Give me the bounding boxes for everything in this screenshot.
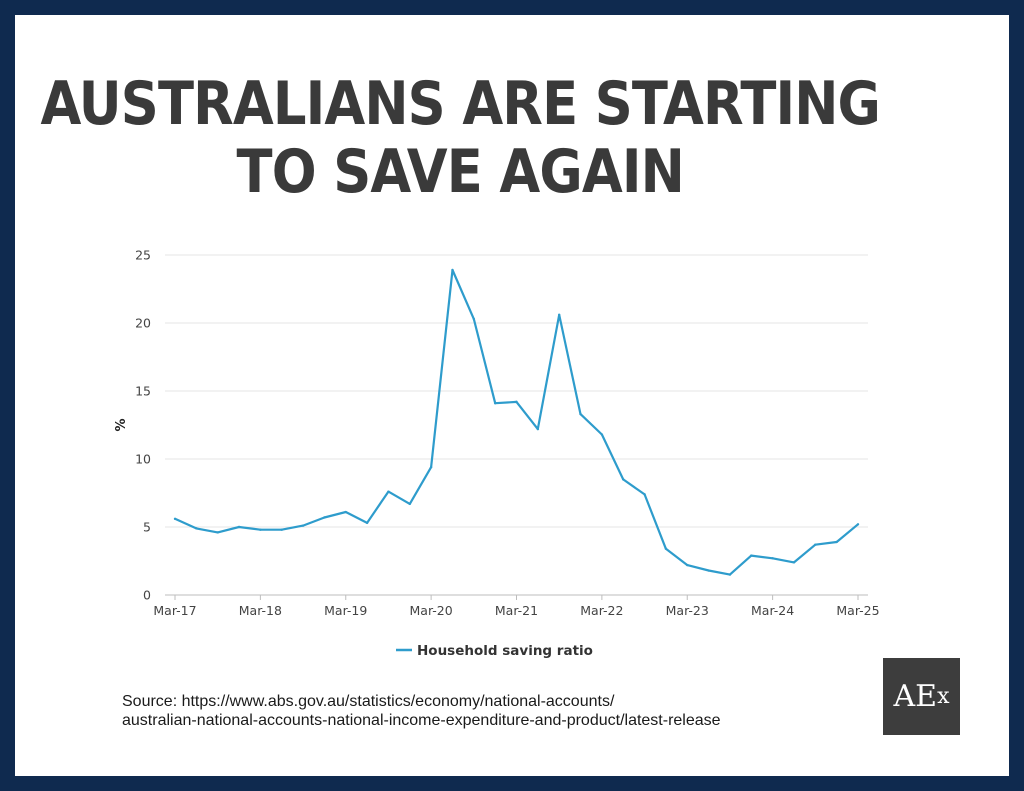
data-point (493, 402, 497, 405)
legend-label: Household saving ratio (417, 643, 593, 659)
data-point (429, 465, 433, 469)
data-point (792, 561, 796, 564)
data-point (856, 523, 860, 526)
data-point (280, 528, 283, 531)
legend: Household saving ratio (396, 643, 593, 659)
data-point (643, 493, 646, 496)
y-tick-label: 0 (143, 588, 151, 603)
y-tick-label: 5 (143, 520, 151, 535)
x-tick-label: Mar-21 (495, 603, 538, 618)
x-tick-label: Mar-18 (239, 603, 282, 618)
y-tick-label: 15 (135, 384, 151, 399)
data-point (750, 554, 753, 557)
data-point (579, 412, 582, 416)
data-point (536, 427, 540, 431)
data-point (195, 527, 198, 530)
aex-logo: AE x (883, 658, 960, 735)
x-tick-label: Mar-23 (666, 603, 709, 618)
title-line-2: TO SAVE AGAIN (236, 137, 685, 207)
x-tick-label: Mar-25 (836, 603, 879, 618)
data-point (408, 502, 411, 506)
series-line-household-saving-ratio (174, 268, 859, 576)
source-line-1: Source: https://www.abs.gov.au/statistic… (122, 693, 615, 710)
data-point (515, 400, 518, 404)
data-point (259, 528, 262, 531)
x-tick-label: Mar-19 (324, 603, 367, 618)
data-point (728, 573, 732, 576)
infographic-card (15, 15, 1009, 776)
source-citation: Source: https://www.abs.gov.au/statistic… (122, 692, 721, 730)
data-point (707, 569, 710, 572)
data-point (557, 313, 561, 317)
data-point (387, 490, 390, 493)
data-point (835, 540, 838, 544)
source-line-2: australian-national-accounts-national-in… (122, 712, 721, 729)
data-point (686, 563, 689, 567)
y-axis-label: % (114, 418, 129, 431)
data-point (365, 521, 369, 525)
x-tick-label: Mar-24 (751, 603, 794, 618)
data-point (472, 317, 476, 321)
data-point (664, 547, 668, 550)
data-point (344, 510, 347, 514)
data-point (237, 525, 241, 529)
x-tick-label: Mar-20 (410, 603, 453, 618)
logo-sub: x (937, 684, 950, 709)
data-point (451, 268, 454, 272)
data-point (173, 517, 177, 521)
data-point (323, 516, 326, 519)
page-title: AUSTRALIANS ARE STARTING TO SAVE AGAIN (0, 70, 920, 206)
data-point (301, 524, 305, 527)
data-point (600, 433, 604, 436)
x-tick-label: Mar-22 (580, 603, 623, 618)
data-point (622, 478, 625, 481)
title-line-1: AUSTRALIANS ARE STARTING (40, 69, 881, 139)
x-tick-label: Mar-17 (153, 603, 196, 618)
data-point (216, 531, 219, 534)
data-point (771, 557, 774, 560)
y-tick-label: 25 (135, 248, 151, 263)
data-point (814, 543, 817, 546)
y-tick-label: 20 (135, 316, 151, 331)
logo-main: AE (893, 679, 938, 714)
y-tick-label: 10 (135, 452, 151, 467)
